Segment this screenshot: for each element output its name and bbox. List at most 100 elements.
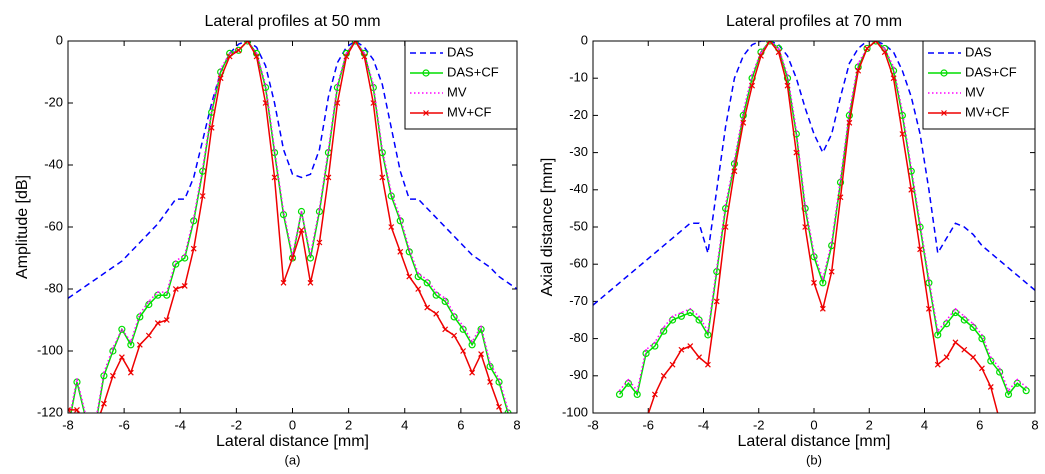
marker — [671, 315, 674, 318]
marker — [307, 279, 314, 286]
marker — [478, 351, 485, 358]
chart-title: Lateral profiles at 70 mm — [726, 13, 902, 30]
marker — [139, 313, 141, 315]
marker — [379, 174, 386, 181]
legend-label: DAS+CF — [965, 64, 1017, 79]
marker — [952, 339, 959, 346]
y-tick-label: -20 — [44, 94, 63, 109]
marker — [766, 41, 774, 45]
marker — [934, 361, 941, 368]
marker — [471, 340, 473, 343]
marker — [92, 426, 97, 431]
x-tick-label: 4 — [401, 417, 408, 432]
marker — [961, 346, 968, 353]
marker — [892, 66, 895, 68]
y-tick-label: -100 — [562, 404, 588, 419]
x-axis-label: Lateral distance [mm] — [738, 433, 891, 450]
marker — [388, 224, 395, 230]
marker — [381, 148, 384, 151]
marker — [651, 391, 658, 398]
marker — [480, 325, 482, 328]
marker — [837, 194, 844, 201]
x-tick-label: 4 — [921, 417, 928, 432]
marker — [766, 41, 773, 44]
marker — [300, 210, 303, 213]
legend-label: MV+CF — [965, 104, 1009, 119]
marker — [881, 49, 888, 56]
marker — [1016, 378, 1019, 381]
marker — [298, 227, 305, 234]
marker — [309, 254, 312, 256]
marker — [282, 210, 285, 213]
marker — [786, 73, 789, 76]
marker — [678, 346, 685, 353]
x-tick-label: 8 — [1031, 417, 1038, 432]
marker — [506, 426, 511, 431]
y-tick-label: -40 — [569, 181, 588, 196]
marker — [857, 62, 859, 65]
marker — [936, 330, 939, 332]
legend-label: MV — [965, 84, 985, 99]
marker — [669, 361, 676, 368]
legend-marker — [941, 110, 947, 116]
marker — [327, 148, 330, 151]
marker — [998, 367, 1001, 370]
marker — [760, 51, 762, 53]
marker — [94, 425, 96, 427]
marker — [751, 73, 753, 76]
caption: (b) — [806, 452, 822, 467]
marker — [361, 53, 368, 60]
marker — [345, 52, 348, 55]
marker — [273, 148, 276, 151]
marker — [85, 415, 87, 417]
marker — [813, 252, 815, 254]
marker — [864, 45, 870, 52]
marker — [397, 248, 404, 255]
marker — [742, 110, 745, 113]
marker — [399, 216, 402, 219]
marker — [872, 41, 880, 45]
legend-marker — [940, 69, 948, 77]
marker — [244, 41, 252, 45]
marker — [830, 241, 833, 243]
marker — [264, 83, 267, 86]
marker — [121, 328, 123, 331]
marker — [163, 317, 170, 323]
marker — [987, 384, 994, 390]
marker — [244, 41, 251, 44]
marker — [811, 279, 817, 286]
legend-label: DAS — [965, 44, 992, 59]
marker — [981, 334, 983, 336]
marker — [795, 129, 798, 132]
y-tick-label: 0 — [56, 32, 63, 47]
marker — [660, 372, 667, 379]
y-tick-label: -40 — [44, 156, 63, 171]
y-axis-label: Axial distance [mm] — [539, 158, 556, 297]
marker — [645, 348, 647, 351]
marker — [715, 267, 718, 269]
marker — [172, 286, 179, 292]
marker — [733, 159, 736, 161]
marker — [749, 82, 756, 89]
y-tick-label: -120 — [37, 404, 63, 419]
series-line — [618, 41, 1027, 393]
marker — [112, 347, 114, 349]
marker — [925, 305, 932, 312]
marker — [722, 224, 729, 230]
marker — [802, 224, 809, 230]
marker — [707, 330, 709, 332]
y-tick-label: -100 — [37, 342, 63, 357]
marker — [997, 418, 1002, 423]
marker — [444, 297, 446, 300]
marker — [336, 83, 339, 86]
marker — [289, 255, 296, 261]
x-tick-label: 6 — [457, 417, 464, 432]
x-tick-label: -6 — [642, 417, 654, 432]
marker — [83, 416, 89, 422]
plot-area — [68, 41, 517, 431]
x-tick-label: 0 — [289, 417, 296, 432]
marker — [899, 131, 906, 137]
y-axis-label: Amplitude [dB] — [14, 175, 31, 279]
marker — [201, 167, 204, 169]
marker — [908, 186, 915, 193]
